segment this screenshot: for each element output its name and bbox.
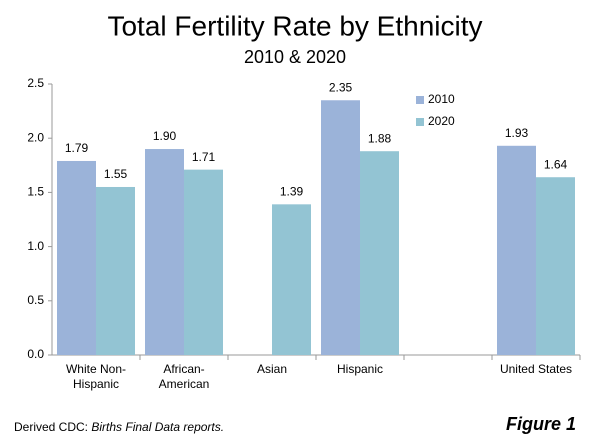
- bar: [96, 186, 135, 355]
- bar: [497, 145, 536, 355]
- x-tick-label: Asian: [256, 362, 288, 376]
- bar: [57, 160, 96, 355]
- y-tick-label: 2.5: [27, 76, 44, 90]
- x-tick-label: African-American: [158, 362, 210, 391]
- y-tick-label: 0.5: [27, 293, 44, 307]
- legend-swatch: [416, 96, 424, 104]
- legend-label: 2010: [428, 92, 455, 106]
- legend-label: 2020: [428, 114, 455, 128]
- legend-swatch: [416, 118, 424, 126]
- source: Derived CDC: Births Final Data reports.: [14, 420, 224, 434]
- value-label: 1.64: [544, 157, 568, 171]
- bar: [184, 169, 223, 355]
- y-tick-label: 0.0: [27, 347, 44, 361]
- chart-subtitle: 2010 & 2020: [244, 47, 346, 67]
- value-label: 1.90: [153, 129, 177, 143]
- y-tick-label: 1.0: [27, 239, 44, 253]
- value-label: 1.79: [65, 141, 89, 155]
- bar: [272, 204, 311, 355]
- source-text: Derived CDC:: [14, 420, 89, 434]
- bar: [145, 149, 184, 355]
- figure-label: Figure 1: [505, 414, 576, 434]
- value-label: 1.71: [192, 150, 216, 164]
- value-label: 1.39: [280, 184, 304, 198]
- chart-title: Total Fertility Rate by Ethnicity: [107, 10, 482, 41]
- value-label: 1.88: [368, 131, 392, 145]
- value-label: 1.55: [104, 167, 128, 181]
- value-label: 2.35: [329, 80, 353, 94]
- source-italic: Births Final Data reports.: [91, 420, 225, 434]
- bar: [321, 100, 360, 355]
- x-tick-label: White Non-Hispanic: [65, 362, 127, 391]
- y-tick-label: 1.5: [27, 185, 44, 199]
- y-tick-label: 2.0: [27, 130, 44, 144]
- bar: [536, 177, 575, 355]
- x-tick-label: United States: [499, 362, 573, 376]
- value-label: 1.93: [505, 126, 529, 140]
- bar: [360, 151, 399, 355]
- x-tick-label: Hispanic: [336, 362, 384, 376]
